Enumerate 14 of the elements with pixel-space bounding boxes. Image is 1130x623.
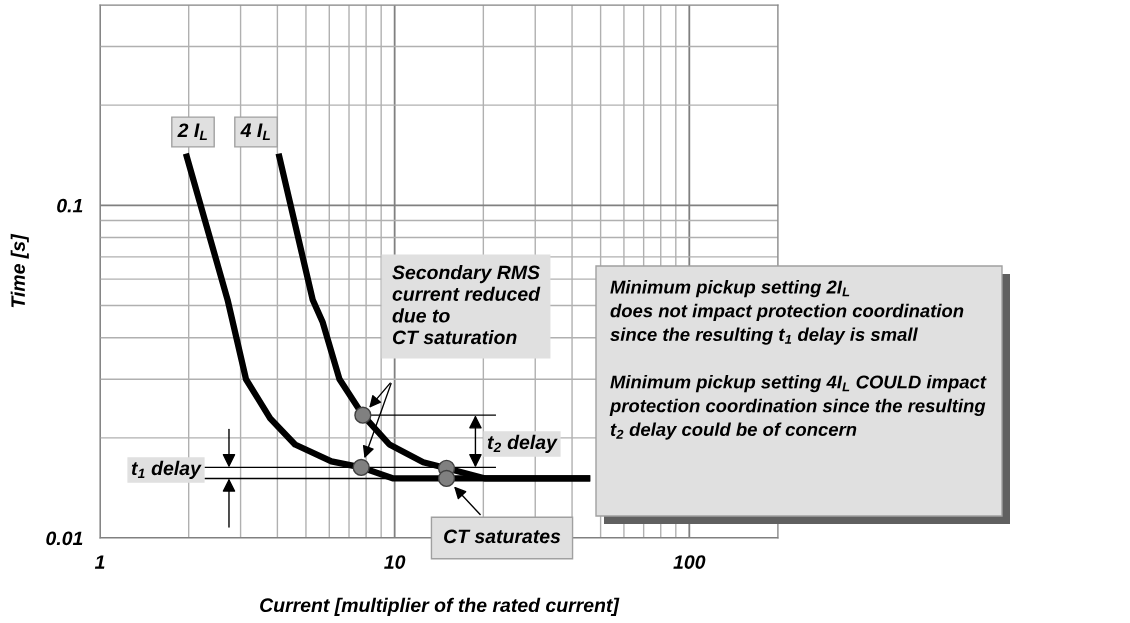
ref-line-label: t$_{2}$ delay [487, 434, 558, 453]
text: Minimum pickup setting 2I$_{L}$ does not impact protection coordination since the resulting t$_{1}$ delay is small Minimum pickup setting 4I$_{L}$ COULD impact protection coordination since the resulting t$_{2}$ delay could be of concern [609, 280, 987, 440]
x-tick-label: 10 [384, 555, 406, 569]
series-label: 2 I$_{L}$ [177, 123, 207, 141]
y-tick-label: 0.1 [57, 198, 83, 213]
series-label: 4 I$_{L}$ [240, 123, 270, 141]
x-axis-title: Current [multiplier of the rated current] [260, 597, 620, 616]
y-axis-title: Time [s] [10, 233, 29, 308]
ref-line-label: t$_{1}$ delay [131, 460, 202, 479]
y-tick-label: 0.01 [46, 531, 83, 546]
annotation: Secondary RMS current reduced due to CT saturation [392, 265, 541, 345]
x-tick-label: 1 [94, 555, 105, 569]
annotation: CT saturates [444, 529, 561, 544]
x-tick-label: 100 [673, 555, 706, 569]
